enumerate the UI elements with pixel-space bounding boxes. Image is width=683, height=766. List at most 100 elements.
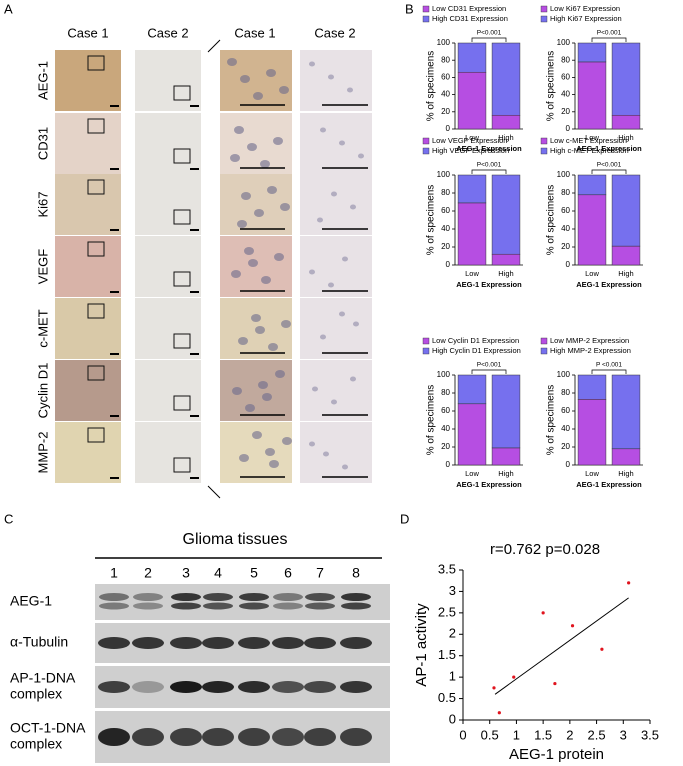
nucleus xyxy=(237,220,247,228)
micrograph-zoom xyxy=(300,360,372,421)
nucleus xyxy=(280,203,290,211)
blot-title: Glioma tissues xyxy=(183,531,288,548)
nucleus xyxy=(244,247,254,255)
x-axis-label: AEG-1 Expression xyxy=(576,480,642,489)
bar-segment xyxy=(577,194,607,266)
y-tick-label: 1.5 xyxy=(438,647,456,662)
micrograph xyxy=(135,174,201,235)
y-tick-label: 20 xyxy=(441,107,450,116)
micrograph-zoom xyxy=(300,298,372,359)
legend-swatch xyxy=(422,5,430,13)
micrograph xyxy=(135,50,201,111)
nucleus xyxy=(331,399,337,405)
bar-segment xyxy=(611,448,641,466)
y-tick-label: 100 xyxy=(437,38,451,47)
chart-title: r=0.762 p=0.028 xyxy=(490,541,600,558)
y-axis-label: AP-1 activity xyxy=(413,603,430,687)
y-tick-label: 100 xyxy=(437,370,451,379)
micrograph-zoom xyxy=(300,50,372,111)
band xyxy=(170,637,202,649)
row-label: Ki67 xyxy=(35,191,50,217)
significance-bracket xyxy=(471,169,507,174)
annotation: P <0.001 xyxy=(596,362,622,369)
nucleus xyxy=(317,217,323,223)
nucleus xyxy=(227,58,237,66)
band xyxy=(340,637,372,649)
legend-swatch xyxy=(422,347,430,355)
x-tick-label: 2 xyxy=(566,727,573,742)
annotation: P<0.001 xyxy=(477,30,502,37)
y-tick-label: 80 xyxy=(561,388,570,397)
x-tick-label: Low xyxy=(465,469,479,478)
row-label: Cyclin D1 xyxy=(35,363,50,419)
band xyxy=(132,681,164,693)
nucleus xyxy=(252,431,262,439)
band xyxy=(239,602,269,610)
row-label: CD31 xyxy=(35,127,50,160)
nucleus xyxy=(309,441,315,447)
nucleus xyxy=(260,160,270,168)
column-header: Case 1 xyxy=(67,25,108,40)
x-tick-label: High xyxy=(618,469,633,478)
band xyxy=(341,593,371,601)
band xyxy=(170,681,202,693)
panel-label: B xyxy=(405,1,414,16)
x-tick-label: Low xyxy=(465,133,479,142)
band xyxy=(238,681,270,693)
bar-segment xyxy=(611,114,641,130)
y-tick-label: 60 xyxy=(441,406,450,415)
panel-label: C xyxy=(4,511,13,526)
y-tick-label: 60 xyxy=(561,206,570,215)
point xyxy=(600,647,604,651)
zoom-box xyxy=(173,457,191,473)
nucleus xyxy=(265,448,275,456)
y-tick-label: 0 xyxy=(566,124,571,133)
y-axis-label: % of specimens xyxy=(426,51,437,122)
nucleus xyxy=(254,209,264,217)
band xyxy=(171,593,201,601)
legend-label: Low c-MET Expression xyxy=(550,136,627,145)
x-axis-label: AEG-1 Expression xyxy=(576,144,642,153)
nucleus xyxy=(230,154,240,162)
legend-label: High MMP-2 Expression xyxy=(550,346,631,355)
nucleus xyxy=(274,253,284,261)
y-tick-label: 2.5 xyxy=(438,604,456,619)
micrograph-zoom xyxy=(300,236,372,297)
x-tick-label: 3 xyxy=(620,727,627,742)
nucleus xyxy=(320,127,326,133)
bar-segment xyxy=(491,447,521,466)
zoom-box xyxy=(173,395,191,411)
bar-segment xyxy=(457,174,487,204)
y-tick-label: 2 xyxy=(449,626,456,641)
y-tick-label: 100 xyxy=(557,170,571,179)
nucleus xyxy=(232,387,242,395)
legend-label: Low Cyclin D1 Expression xyxy=(432,336,519,345)
legend-label: High c-MET Expression xyxy=(550,146,629,155)
row-label: VEGF xyxy=(35,249,50,284)
significance-bracket xyxy=(591,369,627,374)
nucleus xyxy=(238,337,248,345)
bar-segment xyxy=(491,42,521,116)
divider xyxy=(207,485,221,499)
micrograph xyxy=(135,298,201,359)
bar-segment xyxy=(491,114,521,130)
micrograph-zoom xyxy=(220,360,292,421)
legend-label: Low Ki67 Expression xyxy=(550,4,620,13)
x-tick-label: Low xyxy=(465,269,479,278)
band xyxy=(304,681,336,693)
zoom-box xyxy=(173,209,191,225)
y-tick-label: 80 xyxy=(561,188,570,197)
y-tick-label: 100 xyxy=(557,38,571,47)
zoom-box xyxy=(87,179,105,195)
annotation: P<0.001 xyxy=(597,30,622,37)
x-tick-label: 0 xyxy=(459,727,466,742)
trend-line xyxy=(494,597,629,695)
nucleus xyxy=(268,343,278,351)
y-tick-label: 0 xyxy=(449,711,456,726)
bar-segment xyxy=(577,399,607,466)
nucleus xyxy=(266,69,276,77)
bar-segment xyxy=(577,61,607,130)
nucleus xyxy=(262,393,272,401)
y-tick-label: 40 xyxy=(441,424,450,433)
band xyxy=(98,681,130,693)
